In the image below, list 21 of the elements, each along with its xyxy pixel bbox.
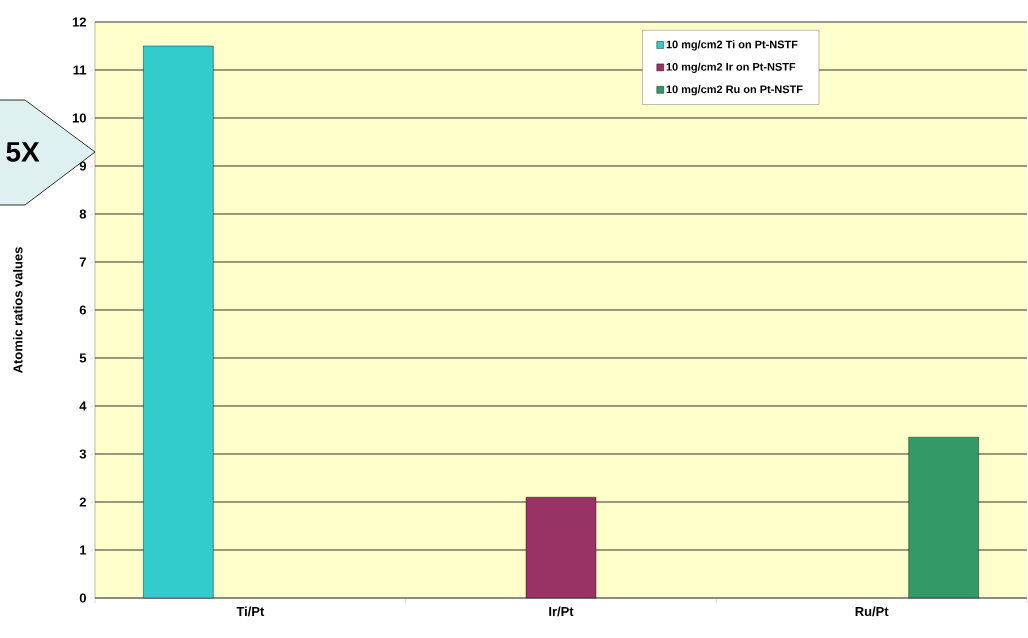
y-tick-label: 1: [80, 545, 87, 555]
y-tick-label: 8: [79, 209, 87, 219]
y-tick-label: 2: [79, 497, 86, 507]
y-tick-label: 6: [79, 305, 87, 315]
x-tick-label: Ru/Pt: [855, 606, 889, 617]
y-tick-label: 7: [79, 257, 86, 267]
y-tick-label: 10: [72, 113, 86, 123]
x-tick-label: Ti/Pt: [236, 606, 265, 617]
y-axis-title: Atomic ratios values: [12, 247, 23, 374]
y-tick-label: 11: [73, 65, 87, 75]
y-tick-label: 9: [79, 161, 86, 171]
legend-label: 10 mg/cm2 Ti on Pt-NSTF: [666, 40, 798, 51]
y-tick-label: 3: [79, 449, 87, 459]
y-tick-label: 4: [79, 401, 87, 411]
y-tick-label: 0: [79, 593, 86, 603]
text: 5X: [6, 142, 40, 162]
y-tick-label: 5: [79, 353, 87, 363]
legend-label: 10 mg/cm2 Ir on Pt-NSTF: [666, 62, 796, 73]
y-tick-label: 12: [72, 17, 86, 27]
x-tick-label: Ir/Pt: [549, 606, 574, 617]
legend-label: 10 mg/cm2 Ru on Pt-NSTF: [666, 85, 803, 96]
